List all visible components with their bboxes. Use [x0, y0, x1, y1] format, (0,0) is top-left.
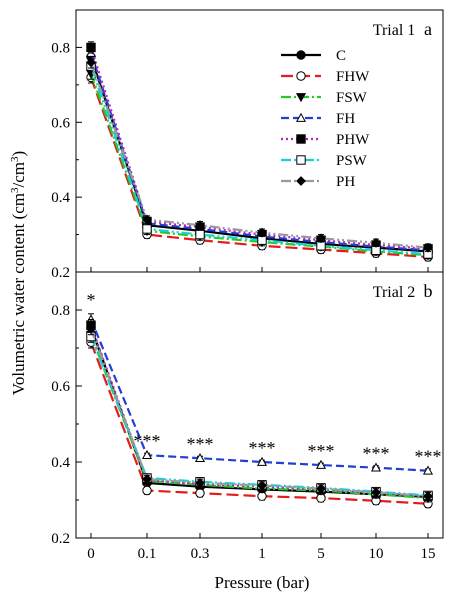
legend-marker — [296, 176, 306, 186]
significance-annotation: * — [87, 290, 96, 310]
legend-item: FHW — [281, 69, 370, 85]
series-FH — [85, 46, 434, 255]
x-tick-label: 1 — [258, 546, 266, 562]
data-point — [256, 456, 268, 466]
legend-label: PHW — [336, 132, 370, 148]
legend-label: FH — [336, 111, 355, 127]
y-tick-label: 0.6 — [51, 115, 70, 131]
significance-annotation: *** — [187, 434, 214, 454]
significance-annotation: *** — [134, 431, 161, 451]
legend-label: PH — [336, 174, 355, 190]
data-point — [423, 242, 433, 253]
data-point — [86, 57, 96, 68]
series-PHW — [86, 41, 433, 254]
data-point — [316, 233, 326, 244]
series-PH — [86, 56, 433, 253]
data-point — [86, 324, 96, 334]
plot-frame — [75, 271, 444, 539]
y-tick-label: 0.6 — [51, 379, 70, 395]
panel-letter: b — [424, 281, 433, 301]
series-line — [89, 62, 429, 249]
series-line — [89, 336, 429, 497]
data-point — [423, 491, 433, 502]
y-axis-label: Volumetric water content (cm3/cm3) — [9, 151, 28, 395]
data-point — [141, 449, 153, 460]
y-tick-label: 0.2 — [51, 531, 70, 547]
significance-annotation: *** — [363, 444, 390, 464]
series-PH — [86, 322, 433, 502]
panel-title: Trial 1 — [373, 22, 416, 39]
legend: C FHW FSW FH PHW PSW PH — [281, 48, 370, 190]
y-tick-label: 0.4 — [51, 190, 70, 206]
legend-marker — [295, 93, 307, 103]
significance-annotation: *** — [415, 447, 442, 467]
data-point — [370, 462, 382, 472]
legend-label: FHW — [336, 69, 370, 85]
data-point — [371, 487, 381, 498]
x-tick-label: 15 — [421, 546, 436, 562]
data-point — [195, 229, 205, 240]
y-tick-label: 0.4 — [51, 455, 70, 471]
series-line — [89, 52, 429, 252]
legend-item: FSW — [281, 90, 368, 106]
series-FSW — [85, 328, 434, 504]
panel-trial-1: 0.2 0.4 0.6 0.8 Trial 1 a C FHW FSW FH PHW PSW PH — [51, 9, 444, 281]
legend-label: PSW — [336, 153, 368, 169]
series-line — [89, 73, 429, 257]
legend-marker — [296, 155, 306, 165]
series-line — [89, 341, 429, 505]
panel-title: Trial 2 — [373, 284, 416, 301]
data-point — [257, 227, 267, 238]
series-C — [86, 319, 433, 503]
x-tick-label: 0.1 — [138, 546, 157, 562]
x-tick-label: 0 — [87, 546, 95, 562]
data-point — [142, 214, 152, 225]
data-point — [371, 237, 381, 248]
significance-annotation: *** — [308, 441, 335, 461]
x-tick-label: 10 — [369, 546, 384, 562]
legend-item: FH — [281, 111, 355, 127]
series-PHW — [86, 319, 433, 501]
legend-item: PHW — [281, 132, 370, 148]
y-tick-label: 0.2 — [51, 265, 70, 281]
data-point — [86, 42, 96, 53]
legend-marker — [296, 134, 306, 144]
data-point — [195, 220, 205, 231]
legend-marker — [296, 50, 306, 60]
x-tick-label: 5 — [317, 546, 325, 562]
series-line — [89, 65, 429, 256]
data-point — [142, 485, 152, 496]
panel-letter: a — [424, 19, 432, 39]
legend-item: PH — [281, 174, 355, 190]
legend-item: C — [281, 48, 346, 64]
data-point — [315, 459, 327, 469]
series-C — [86, 48, 433, 258]
series-PSW — [86, 330, 433, 501]
y-tick-label: 0.8 — [51, 40, 70, 56]
data-point — [194, 452, 206, 463]
data-point — [422, 465, 434, 475]
data-point — [195, 488, 205, 498]
x-axis-label: Pressure (bar) — [215, 573, 310, 592]
data-point — [316, 483, 326, 494]
data-point — [257, 480, 267, 491]
data-point — [195, 477, 205, 488]
data-point — [142, 474, 152, 485]
y-tick-label: 0.8 — [51, 303, 70, 319]
significance-annotation: *** — [249, 438, 276, 458]
legend-label: C — [336, 48, 346, 64]
legend-marker — [295, 112, 307, 122]
legend-item: PSW — [281, 153, 368, 169]
x-tick-label: 0.3 — [191, 546, 210, 562]
legend-label: FSW — [336, 90, 368, 106]
legend-marker — [296, 71, 306, 81]
data-point — [142, 224, 152, 234]
